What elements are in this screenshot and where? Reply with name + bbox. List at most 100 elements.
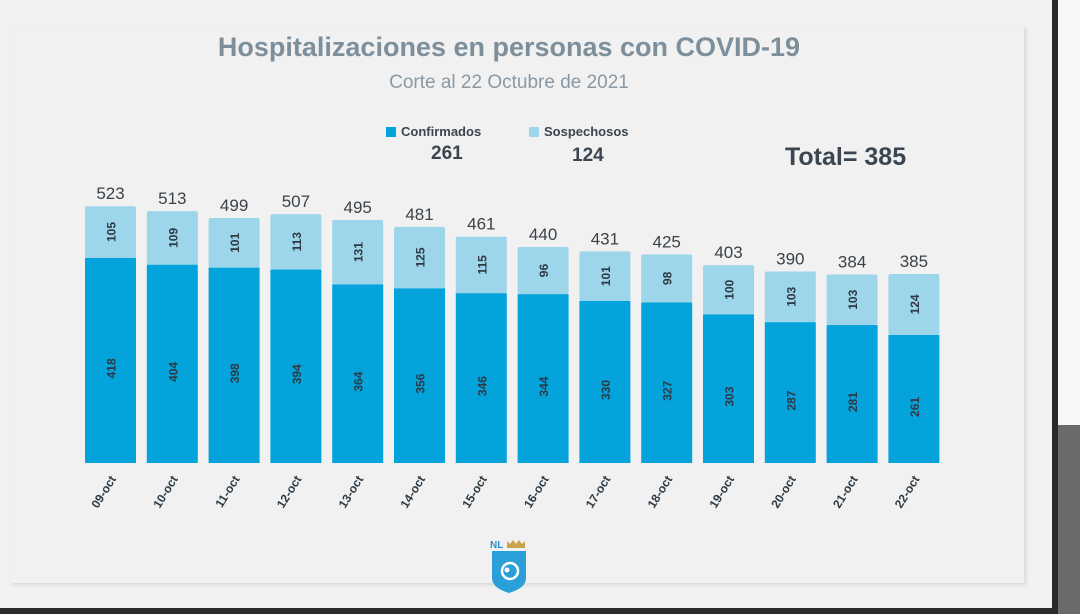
bar-sospechosos xyxy=(888,273,940,335)
data-label-confirmados: 418 xyxy=(105,358,119,378)
data-label-confirmados: 398 xyxy=(228,363,242,383)
data-label-confirmados: 346 xyxy=(475,376,489,396)
data-label-confirmados: 364 xyxy=(352,371,366,391)
x-tick-label: 09-oct xyxy=(88,473,119,510)
side-panel xyxy=(1058,0,1080,425)
shield-icon xyxy=(492,551,526,593)
total-label: 481 xyxy=(405,205,433,224)
data-label-sospechosos: 98 xyxy=(661,271,675,285)
bar-sospechosos xyxy=(703,265,754,315)
data-label-confirmados: 261 xyxy=(908,397,922,417)
total-label: 403 xyxy=(714,243,742,262)
data-label-sospechosos: 96 xyxy=(537,264,551,278)
data-label-confirmados: 344 xyxy=(537,376,551,396)
x-tick-label: 21-oct xyxy=(830,473,861,510)
bar-sospechosos xyxy=(394,226,445,289)
data-label-sospechosos: 100 xyxy=(723,279,737,299)
total-label: 390 xyxy=(776,250,804,269)
data-label-confirmados: 356 xyxy=(414,373,428,393)
bar-sospechosos xyxy=(579,251,631,301)
x-tick-label: 11-oct xyxy=(212,473,242,510)
data-label-sospechosos: 101 xyxy=(228,232,242,252)
bar-sospechosos xyxy=(85,206,136,258)
data-label-sospechosos: 105 xyxy=(105,222,119,242)
x-tick-label: 19-oct xyxy=(706,473,737,510)
data-label-sospechosos: 103 xyxy=(846,289,860,309)
legend-confirmados: Confirmados xyxy=(386,124,481,139)
total-label: 431 xyxy=(591,229,619,248)
legend-value-sospechosos: 124 xyxy=(572,145,604,166)
total-label: 513 xyxy=(158,189,186,208)
total-label: 499 xyxy=(220,196,248,215)
chart-subtitle: Corte al 22 Octubre de 2021 xyxy=(389,72,629,93)
bar-confirmados xyxy=(455,293,507,463)
total-label: Total= 385 xyxy=(785,143,907,171)
total-label: 507 xyxy=(282,192,310,211)
bar-confirmados xyxy=(888,334,940,463)
x-tick-label: 18-oct xyxy=(645,473,676,510)
data-label-sospechosos: 115 xyxy=(475,255,489,275)
total-label: 495 xyxy=(344,198,372,217)
bar-confirmados xyxy=(764,322,816,463)
bar-confirmados xyxy=(270,269,322,463)
data-label-sospechosos: 109 xyxy=(166,228,180,248)
x-tick-label: 15-oct xyxy=(459,473,490,510)
bar-sospechosos xyxy=(208,217,260,268)
x-tick-label: 16-oct xyxy=(521,473,552,510)
bar-confirmados xyxy=(703,314,754,463)
bar-sospechosos xyxy=(270,214,322,270)
bar-confirmados xyxy=(579,300,631,463)
x-tick-label: 14-oct xyxy=(397,473,428,510)
x-tick-label: 17-oct xyxy=(583,473,614,510)
bar-sospechosos xyxy=(641,254,693,303)
data-label-sospechosos: 124 xyxy=(908,294,922,314)
total-label: 440 xyxy=(529,225,557,244)
bar-sospechosos xyxy=(455,236,507,294)
side-panel-dark xyxy=(1058,425,1080,614)
bar-sospechosos xyxy=(146,211,198,265)
legend-label-sospechosos: Sospechosos xyxy=(544,124,629,139)
legend-label-confirmados: Confirmados xyxy=(401,124,482,139)
data-label-confirmados: 303 xyxy=(723,386,737,406)
logo-text: NL xyxy=(490,540,503,551)
data-label-sospechosos: 125 xyxy=(414,247,428,267)
total-label: 384 xyxy=(838,252,866,271)
total-label: 425 xyxy=(653,232,681,251)
x-tick-label: 22-oct xyxy=(892,473,923,510)
bar-confirmados xyxy=(146,264,198,463)
bar-confirmados xyxy=(641,302,693,463)
x-tick-label: 10-oct xyxy=(150,473,181,510)
bar-sospechosos xyxy=(332,219,384,285)
total-label: 461 xyxy=(467,215,495,234)
bar-confirmados xyxy=(208,267,260,463)
bar-confirmados xyxy=(517,294,569,463)
x-tick-label: 13-oct xyxy=(336,473,367,510)
data-label-sospechosos: 113 xyxy=(290,232,304,252)
data-label-confirmados: 327 xyxy=(661,380,675,400)
legend-sospechosos: Sospechosos xyxy=(529,124,629,139)
data-label-confirmados: 330 xyxy=(599,380,613,400)
total-label: 523 xyxy=(96,184,124,203)
nl-logo: NL xyxy=(490,540,526,593)
bar-confirmados xyxy=(394,288,445,463)
data-label-confirmados: 281 xyxy=(846,392,860,412)
total-label: 385 xyxy=(900,252,928,271)
data-label-sospechosos: 103 xyxy=(784,286,798,306)
data-label-sospechosos: 131 xyxy=(352,242,366,262)
data-label-sospechosos: 101 xyxy=(599,266,613,286)
legend-value-confirmados: 261 xyxy=(431,143,463,164)
legend-swatch-sospechosos xyxy=(529,126,539,137)
bar-sospechosos xyxy=(826,274,878,326)
x-tick-label: 12-oct xyxy=(274,473,305,510)
legend-swatch-confirmados xyxy=(386,126,396,137)
bar-confirmados xyxy=(332,284,384,463)
data-label-confirmados: 394 xyxy=(290,364,304,384)
data-label-confirmados: 404 xyxy=(166,361,180,381)
bar-confirmados xyxy=(826,325,878,463)
crown-icon xyxy=(507,540,525,548)
chart-title: Hospitalizaciones en personas con COVID-… xyxy=(217,32,801,62)
data-label-confirmados: 287 xyxy=(784,390,798,410)
x-tick-label: 20-oct xyxy=(768,473,799,510)
bar-sospechosos xyxy=(764,271,816,323)
